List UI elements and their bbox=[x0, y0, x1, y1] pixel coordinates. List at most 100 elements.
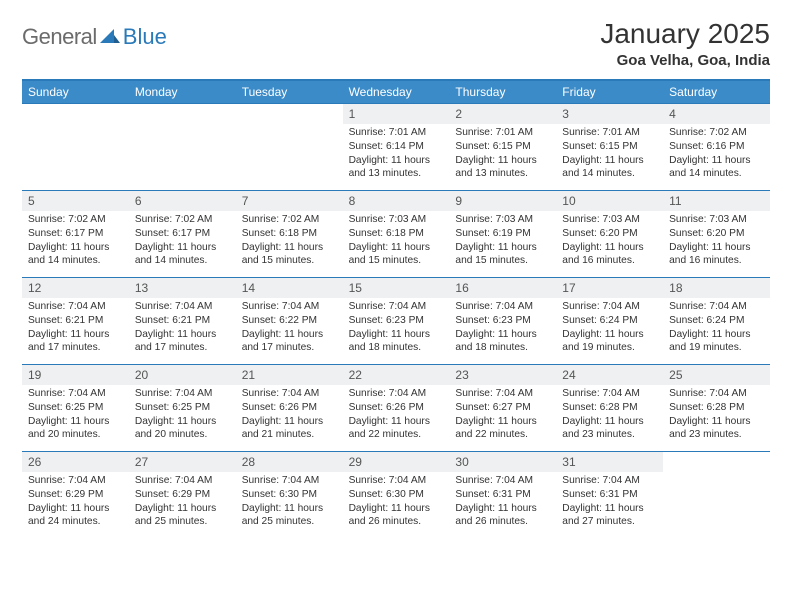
day-cell: 2Sunrise: 7:01 AMSunset: 6:15 PMDaylight… bbox=[449, 104, 556, 190]
day-details: Sunrise: 7:03 AMSunset: 6:20 PMDaylight:… bbox=[663, 213, 770, 268]
day-cell: 16Sunrise: 7:04 AMSunset: 6:23 PMDayligh… bbox=[449, 278, 556, 364]
week-row: 5Sunrise: 7:02 AMSunset: 6:17 PMDaylight… bbox=[22, 190, 770, 277]
day-details: Sunrise: 7:04 AMSunset: 6:26 PMDaylight:… bbox=[236, 387, 343, 442]
weekday-label: Wednesday bbox=[343, 81, 450, 103]
day-cell: 5Sunrise: 7:02 AMSunset: 6:17 PMDaylight… bbox=[22, 191, 129, 277]
triangle-icon bbox=[100, 27, 120, 48]
day-number: 18 bbox=[663, 278, 770, 298]
day-number: 2 bbox=[449, 104, 556, 124]
day-details: Sunrise: 7:04 AMSunset: 6:22 PMDaylight:… bbox=[236, 300, 343, 355]
brand-logo: General Blue bbox=[22, 24, 167, 50]
day-details: Sunrise: 7:04 AMSunset: 6:29 PMDaylight:… bbox=[129, 474, 236, 529]
day-number: 20 bbox=[129, 365, 236, 385]
day-details: Sunrise: 7:03 AMSunset: 6:18 PMDaylight:… bbox=[343, 213, 450, 268]
day-details: Sunrise: 7:04 AMSunset: 6:26 PMDaylight:… bbox=[343, 387, 450, 442]
day-cell: 23Sunrise: 7:04 AMSunset: 6:27 PMDayligh… bbox=[449, 365, 556, 451]
day-number: 9 bbox=[449, 191, 556, 211]
day-details: Sunrise: 7:04 AMSunset: 6:27 PMDaylight:… bbox=[449, 387, 556, 442]
day-details: Sunrise: 7:02 AMSunset: 6:18 PMDaylight:… bbox=[236, 213, 343, 268]
weekday-label: Tuesday bbox=[236, 81, 343, 103]
day-number: 25 bbox=[663, 365, 770, 385]
day-details: Sunrise: 7:04 AMSunset: 6:29 PMDaylight:… bbox=[22, 474, 129, 529]
day-cell: 4Sunrise: 7:02 AMSunset: 6:16 PMDaylight… bbox=[663, 104, 770, 190]
day-cell: 20Sunrise: 7:04 AMSunset: 6:25 PMDayligh… bbox=[129, 365, 236, 451]
day-number: 11 bbox=[663, 191, 770, 211]
day-cell bbox=[22, 104, 129, 190]
day-details: Sunrise: 7:01 AMSunset: 6:14 PMDaylight:… bbox=[343, 126, 450, 181]
day-details: Sunrise: 7:04 AMSunset: 6:21 PMDaylight:… bbox=[22, 300, 129, 355]
day-number: 6 bbox=[129, 191, 236, 211]
weekday-label: Saturday bbox=[663, 81, 770, 103]
day-cell: 18Sunrise: 7:04 AMSunset: 6:24 PMDayligh… bbox=[663, 278, 770, 364]
day-details: Sunrise: 7:04 AMSunset: 6:24 PMDaylight:… bbox=[556, 300, 663, 355]
day-cell: 17Sunrise: 7:04 AMSunset: 6:24 PMDayligh… bbox=[556, 278, 663, 364]
day-details: Sunrise: 7:01 AMSunset: 6:15 PMDaylight:… bbox=[449, 126, 556, 181]
day-cell: 27Sunrise: 7:04 AMSunset: 6:29 PMDayligh… bbox=[129, 452, 236, 538]
header: General Blue January 2025 Goa Velha, Goa… bbox=[22, 18, 770, 69]
day-details: Sunrise: 7:02 AMSunset: 6:16 PMDaylight:… bbox=[663, 126, 770, 181]
day-number: 28 bbox=[236, 452, 343, 472]
day-number: 10 bbox=[556, 191, 663, 211]
day-number: 21 bbox=[236, 365, 343, 385]
day-cell bbox=[129, 104, 236, 190]
day-details: Sunrise: 7:04 AMSunset: 6:21 PMDaylight:… bbox=[129, 300, 236, 355]
day-cell: 30Sunrise: 7:04 AMSunset: 6:31 PMDayligh… bbox=[449, 452, 556, 538]
calendar: SundayMondayTuesdayWednesdayThursdayFrid… bbox=[22, 79, 770, 538]
day-number: 19 bbox=[22, 365, 129, 385]
location: Goa Velha, Goa, India bbox=[600, 52, 770, 69]
day-number: 12 bbox=[22, 278, 129, 298]
day-details: Sunrise: 7:04 AMSunset: 6:30 PMDaylight:… bbox=[236, 474, 343, 529]
week-row: 12Sunrise: 7:04 AMSunset: 6:21 PMDayligh… bbox=[22, 277, 770, 364]
day-details: Sunrise: 7:04 AMSunset: 6:25 PMDaylight:… bbox=[129, 387, 236, 442]
title-block: January 2025 Goa Velha, Goa, India bbox=[600, 18, 770, 69]
weekday-label: Thursday bbox=[449, 81, 556, 103]
day-number: 31 bbox=[556, 452, 663, 472]
day-details: Sunrise: 7:02 AMSunset: 6:17 PMDaylight:… bbox=[129, 213, 236, 268]
week-row: 19Sunrise: 7:04 AMSunset: 6:25 PMDayligh… bbox=[22, 364, 770, 451]
day-cell: 10Sunrise: 7:03 AMSunset: 6:20 PMDayligh… bbox=[556, 191, 663, 277]
day-number: 29 bbox=[343, 452, 450, 472]
weeks-container: 1Sunrise: 7:01 AMSunset: 6:14 PMDaylight… bbox=[22, 103, 770, 538]
day-details: Sunrise: 7:03 AMSunset: 6:20 PMDaylight:… bbox=[556, 213, 663, 268]
week-row: 1Sunrise: 7:01 AMSunset: 6:14 PMDaylight… bbox=[22, 103, 770, 190]
day-number: 5 bbox=[22, 191, 129, 211]
day-number: 27 bbox=[129, 452, 236, 472]
day-cell: 9Sunrise: 7:03 AMSunset: 6:19 PMDaylight… bbox=[449, 191, 556, 277]
day-details: Sunrise: 7:04 AMSunset: 6:25 PMDaylight:… bbox=[22, 387, 129, 442]
day-cell: 25Sunrise: 7:04 AMSunset: 6:28 PMDayligh… bbox=[663, 365, 770, 451]
day-cell: 21Sunrise: 7:04 AMSunset: 6:26 PMDayligh… bbox=[236, 365, 343, 451]
weekday-label: Sunday bbox=[22, 81, 129, 103]
day-details: Sunrise: 7:04 AMSunset: 6:31 PMDaylight:… bbox=[556, 474, 663, 529]
day-number: 30 bbox=[449, 452, 556, 472]
day-cell: 29Sunrise: 7:04 AMSunset: 6:30 PMDayligh… bbox=[343, 452, 450, 538]
day-cell: 3Sunrise: 7:01 AMSunset: 6:15 PMDaylight… bbox=[556, 104, 663, 190]
day-cell: 28Sunrise: 7:04 AMSunset: 6:30 PMDayligh… bbox=[236, 452, 343, 538]
day-details: Sunrise: 7:04 AMSunset: 6:23 PMDaylight:… bbox=[449, 300, 556, 355]
day-details: Sunrise: 7:04 AMSunset: 6:28 PMDaylight:… bbox=[663, 387, 770, 442]
day-cell: 8Sunrise: 7:03 AMSunset: 6:18 PMDaylight… bbox=[343, 191, 450, 277]
day-cell bbox=[236, 104, 343, 190]
day-details: Sunrise: 7:01 AMSunset: 6:15 PMDaylight:… bbox=[556, 126, 663, 181]
day-cell bbox=[663, 452, 770, 538]
day-cell: 26Sunrise: 7:04 AMSunset: 6:29 PMDayligh… bbox=[22, 452, 129, 538]
day-cell: 15Sunrise: 7:04 AMSunset: 6:23 PMDayligh… bbox=[343, 278, 450, 364]
day-details: Sunrise: 7:03 AMSunset: 6:19 PMDaylight:… bbox=[449, 213, 556, 268]
day-number: 26 bbox=[22, 452, 129, 472]
weekday-label: Monday bbox=[129, 81, 236, 103]
day-cell: 24Sunrise: 7:04 AMSunset: 6:28 PMDayligh… bbox=[556, 365, 663, 451]
day-cell: 1Sunrise: 7:01 AMSunset: 6:14 PMDaylight… bbox=[343, 104, 450, 190]
day-details: Sunrise: 7:04 AMSunset: 6:23 PMDaylight:… bbox=[343, 300, 450, 355]
day-cell: 6Sunrise: 7:02 AMSunset: 6:17 PMDaylight… bbox=[129, 191, 236, 277]
day-number: 1 bbox=[343, 104, 450, 124]
day-number: 15 bbox=[343, 278, 450, 298]
brand-part1: General bbox=[22, 24, 97, 50]
day-cell: 7Sunrise: 7:02 AMSunset: 6:18 PMDaylight… bbox=[236, 191, 343, 277]
day-number: 8 bbox=[343, 191, 450, 211]
brand-part2: Blue bbox=[123, 24, 167, 50]
day-number: 24 bbox=[556, 365, 663, 385]
weekday-row: SundayMondayTuesdayWednesdayThursdayFrid… bbox=[22, 81, 770, 103]
weekday-label: Friday bbox=[556, 81, 663, 103]
day-number: 23 bbox=[449, 365, 556, 385]
week-row: 26Sunrise: 7:04 AMSunset: 6:29 PMDayligh… bbox=[22, 451, 770, 538]
day-number: 3 bbox=[556, 104, 663, 124]
